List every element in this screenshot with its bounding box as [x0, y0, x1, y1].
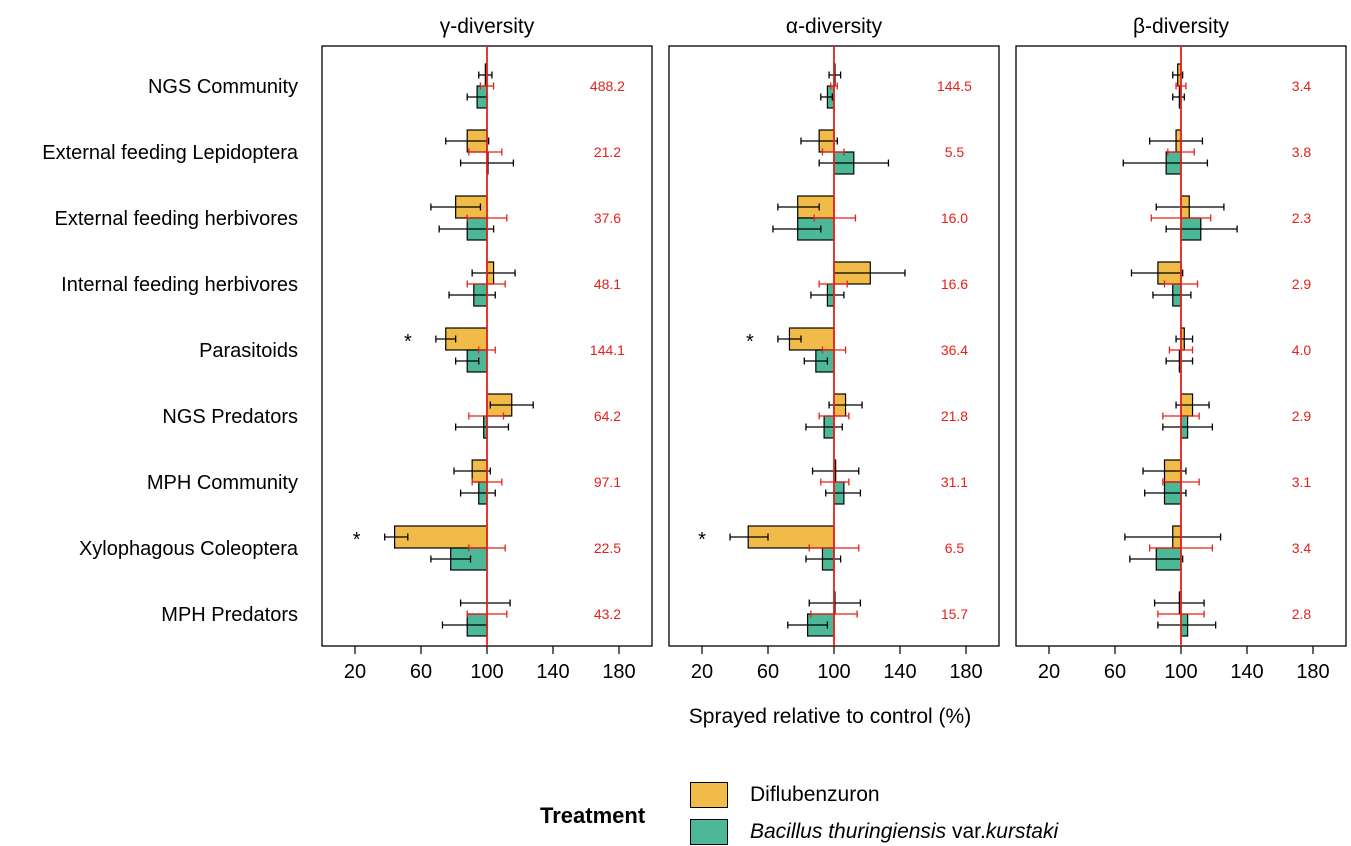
control-label-1-2: 16.0 [941, 210, 968, 226]
row-label-5: NGS Predators [162, 406, 298, 428]
x-tick-label-2-3: 140 [1230, 661, 1263, 683]
control-label-2-7: 3.4 [1292, 540, 1312, 556]
bar-diflubenzuron-0-7 [394, 525, 488, 549]
significance-marker-1-7: * [698, 529, 706, 551]
panel-title-1: α-diversity [786, 15, 883, 38]
control-label-1-8: 15.7 [941, 606, 968, 622]
row-label-7: Xylophagous Coleoptera [79, 538, 299, 560]
x-tick-label-1-1: 60 [757, 661, 779, 683]
control-label-2-0: 3.4 [1292, 78, 1312, 94]
legend-title: Treatment [540, 803, 646, 828]
row-label-2: External feeding herbivores [55, 208, 298, 230]
row-label-6: MPH Community [147, 472, 298, 494]
x-tick-label-0-4: 180 [602, 661, 635, 683]
control-label-1-3: 16.6 [941, 276, 968, 292]
legend-swatch-btk [690, 819, 728, 845]
control-label-1-5: 21.8 [941, 408, 968, 424]
panel-title-2: β-diversity [1133, 15, 1230, 38]
control-label-2-5: 2.9 [1292, 408, 1312, 424]
row-label-8: MPH Predators [161, 604, 298, 626]
legend: Treatment Diflubenzuron Bacillus thuring… [540, 776, 1240, 846]
control-label-0-3: 48.1 [594, 276, 621, 292]
control-label-2-1: 3.8 [1292, 144, 1312, 160]
row-label-4: Parasitoids [199, 340, 298, 362]
x-tick-label-2-4: 180 [1296, 661, 1329, 683]
legend-item-diflubenzuron: Diflubenzuron [690, 782, 880, 808]
legend-label-btk-subspecies: kurstaki [985, 820, 1059, 843]
row-label-3: Internal feeding herbivores [61, 274, 298, 296]
control-label-1-6: 31.1 [941, 474, 968, 490]
control-label-0-4: 144.1 [590, 342, 625, 358]
x-tick-label-1-3: 140 [883, 661, 916, 683]
legend-label-btk: Bacillus thuringiensis var.kurstaki [750, 820, 1058, 844]
control-label-0-8: 43.2 [594, 606, 621, 622]
control-label-0-0: 488.2 [590, 78, 625, 94]
control-label-0-7: 22.5 [594, 540, 621, 556]
row-label-0: NGS Community [148, 76, 298, 98]
x-tick-label-1-0: 20 [691, 661, 713, 683]
x-tick-label-0-3: 140 [536, 661, 569, 683]
control-label-1-1: 5.5 [945, 144, 965, 160]
control-label-2-3: 2.9 [1292, 276, 1312, 292]
legend-label-btk-var: var. [946, 820, 986, 843]
control-label-0-6: 97.1 [594, 474, 621, 490]
x-tick-label-0-1: 60 [410, 661, 432, 683]
control-label-1-4: 36.4 [941, 342, 968, 358]
row-label-1: External feeding Lepidoptera [42, 142, 299, 164]
control-label-1-0: 144.5 [937, 78, 972, 94]
panel-title-0: γ-diversity [440, 15, 535, 38]
control-label-1-7: 6.5 [945, 540, 965, 556]
x-tick-label-1-4: 180 [949, 661, 982, 683]
control-label-2-6: 3.1 [1292, 474, 1312, 490]
legend-label-diflubenzuron: Diflubenzuron [750, 783, 880, 806]
control-label-0-5: 64.2 [594, 408, 621, 424]
significance-marker-0-4: * [404, 331, 412, 353]
x-tick-label-2-2: 100 [1164, 661, 1197, 683]
significance-marker-0-7: * [353, 529, 361, 551]
x-tick-label-1-2: 100 [817, 661, 850, 683]
x-tick-label-2-1: 60 [1104, 661, 1126, 683]
x-tick-label-2-0: 20 [1038, 661, 1060, 683]
x-tick-label-0-2: 100 [470, 661, 503, 683]
significance-marker-1-4: * [746, 331, 754, 353]
control-label-0-2: 37.6 [594, 210, 621, 226]
legend-swatch-diflubenzuron [690, 782, 728, 808]
x-axis-title: Sprayed relative to control (%) [689, 705, 971, 728]
control-label-2-4: 4.0 [1292, 342, 1312, 358]
legend-label-btk-species: Bacillus thuringiensis [750, 820, 947, 843]
control-label-2-8: 2.8 [1292, 606, 1312, 622]
legend-item-btk: Bacillus thuringiensis var.kurstaki [690, 819, 1058, 845]
control-label-0-1: 21.2 [594, 144, 621, 160]
control-label-2-2: 2.3 [1292, 210, 1312, 226]
x-tick-label-0-0: 20 [344, 661, 366, 683]
